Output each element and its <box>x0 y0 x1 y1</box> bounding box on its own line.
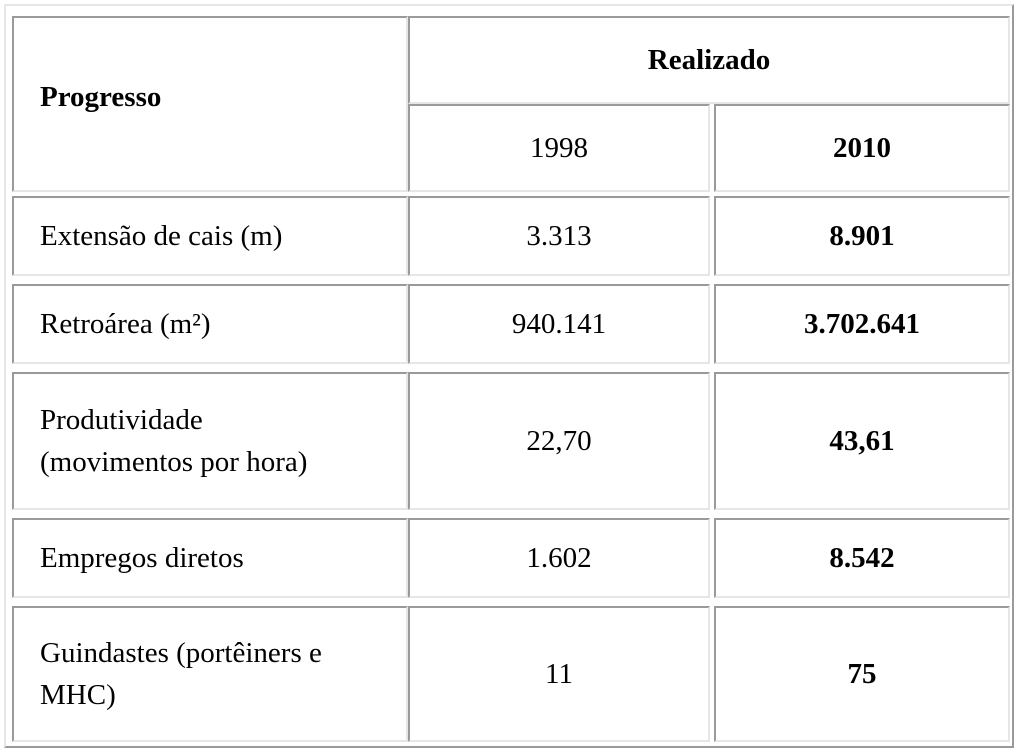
row-value-2010: 43,61 <box>714 372 1010 510</box>
row-label-retroarea: Retroárea (m²) <box>12 284 408 364</box>
row-value-2010: 8.542 <box>714 518 1010 598</box>
row-label-text: Empregos diretos <box>40 541 244 574</box>
value-1998-text: 22,70 <box>526 424 592 457</box>
header-realizado-label: Realizado <box>647 43 771 76</box>
value-2010-text: 75 <box>847 657 877 690</box>
row-label-line2: (movimentos por hora) <box>40 446 308 478</box>
value-1998-text: 11 <box>545 657 573 690</box>
value-1998-text: 940.141 <box>511 307 607 340</box>
header-progresso: Progresso <box>12 16 408 192</box>
header-realizado: Realizado <box>408 16 1010 104</box>
row-label-line2: MHC) <box>40 679 116 711</box>
row-label-produtividade: Produtividade (movimentos por hora) <box>12 372 408 510</box>
header-progresso-label: Progresso <box>40 80 162 113</box>
row-value-2010: 75 <box>714 606 1010 742</box>
row-label-text: Retroárea (m²) <box>40 307 211 340</box>
row-label-extensao: Extensão de cais (m) <box>12 196 408 276</box>
row-value-1998: 22,70 <box>408 372 710 510</box>
value-2010-text: 3.702.641 <box>804 307 920 340</box>
row-value-1998: 940.141 <box>408 284 710 364</box>
row-value-1998: 1.602 <box>408 518 710 598</box>
row-value-2010: 3.702.641 <box>714 284 1010 364</box>
row-label-empregos: Empregos diretos <box>12 518 408 598</box>
value-2010-text: 43,61 <box>829 424 895 457</box>
row-value-1998: 3.313 <box>408 196 710 276</box>
value-1998-text: 3.313 <box>526 219 592 252</box>
header-year-2010-label: 2010 <box>833 131 891 164</box>
row-value-2010: 8.901 <box>714 196 1010 276</box>
value-2010-text: 8.901 <box>829 219 895 252</box>
value-2010-text: 8.542 <box>829 541 895 574</box>
row-label-text: Extensão de cais (m) <box>40 219 283 252</box>
progress-table: Progresso Realizado 1998 2010 Extensão d… <box>4 4 1014 748</box>
header-year-1998: 1998 <box>408 104 710 192</box>
row-label-line1: Guindastes (portêiners e <box>40 636 322 669</box>
header-year-1998-label: 1998 <box>530 131 588 164</box>
row-value-1998: 11 <box>408 606 710 742</box>
header-year-2010: 2010 <box>714 104 1010 192</box>
row-label-line1: Produtividade <box>40 403 203 436</box>
value-1998-text: 1.602 <box>526 541 592 574</box>
row-label-guindastes: Guindastes (portêiners e MHC) <box>12 606 408 742</box>
